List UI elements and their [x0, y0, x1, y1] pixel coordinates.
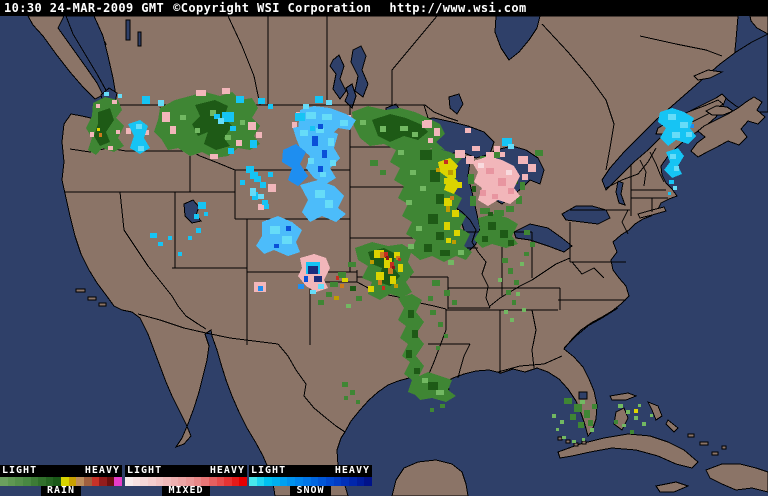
hispaniola [705, 463, 768, 493]
state-borders-northeast [570, 147, 668, 263]
channel-islands [75, 288, 107, 307]
nova-scotia [690, 96, 766, 158]
timestamp: 10:30 24-MAR-2009 GMT [4, 1, 165, 15]
bc-lake-1 [125, 19, 131, 41]
bc-lake-2 [137, 31, 142, 47]
mixed-echo-light [478, 163, 512, 175]
radar-rain-layer [86, 92, 653, 443]
map-svg [0, 16, 768, 496]
rain-echo-red [336, 160, 448, 290]
lake-champlain [615, 180, 626, 206]
lake-winnipegosis [329, 54, 347, 100]
water-features [65, 16, 768, 400]
rain-echo-dark-red [386, 256, 395, 269]
snow-echo-cyan [128, 96, 696, 274]
radar-snow-layer [104, 92, 696, 294]
us-mexico-border [137, 313, 346, 433]
radar-map: LIGHT HEAVY RAIN LIGHT HEAVY MIXED LIGHT HE… [0, 16, 768, 496]
lake-nipigon [448, 93, 464, 115]
state-borders-south [446, 261, 626, 374]
florida-keys [557, 436, 587, 447]
canada-province-borders [227, 16, 723, 171]
lake-winnipeg [350, 45, 369, 98]
anticosti-island [693, 69, 724, 81]
newfoundland-corner [749, 16, 768, 35]
mixed-echo-dark [480, 168, 514, 199]
snow-echo-heavy-core [308, 266, 322, 282]
radar-mixed-layer [90, 88, 536, 292]
james-bay [494, 16, 541, 61]
lake-manitoba [344, 83, 357, 109]
islands [75, 16, 768, 496]
copyright-text: ©Copyright WSI Corporation [173, 1, 372, 15]
lake-okeechobee [578, 391, 588, 400]
title-bar: 10:30 24-MAR-2009 GMT ©Copyright WSI Corp… [0, 0, 768, 16]
rain-echo-base [86, 92, 518, 402]
wsi-url: http://www.wsi.com [389, 1, 527, 15]
rain-echo-cores [94, 100, 518, 390]
jamaica [655, 481, 690, 493]
yucatan [391, 459, 469, 496]
cuba [557, 433, 699, 469]
